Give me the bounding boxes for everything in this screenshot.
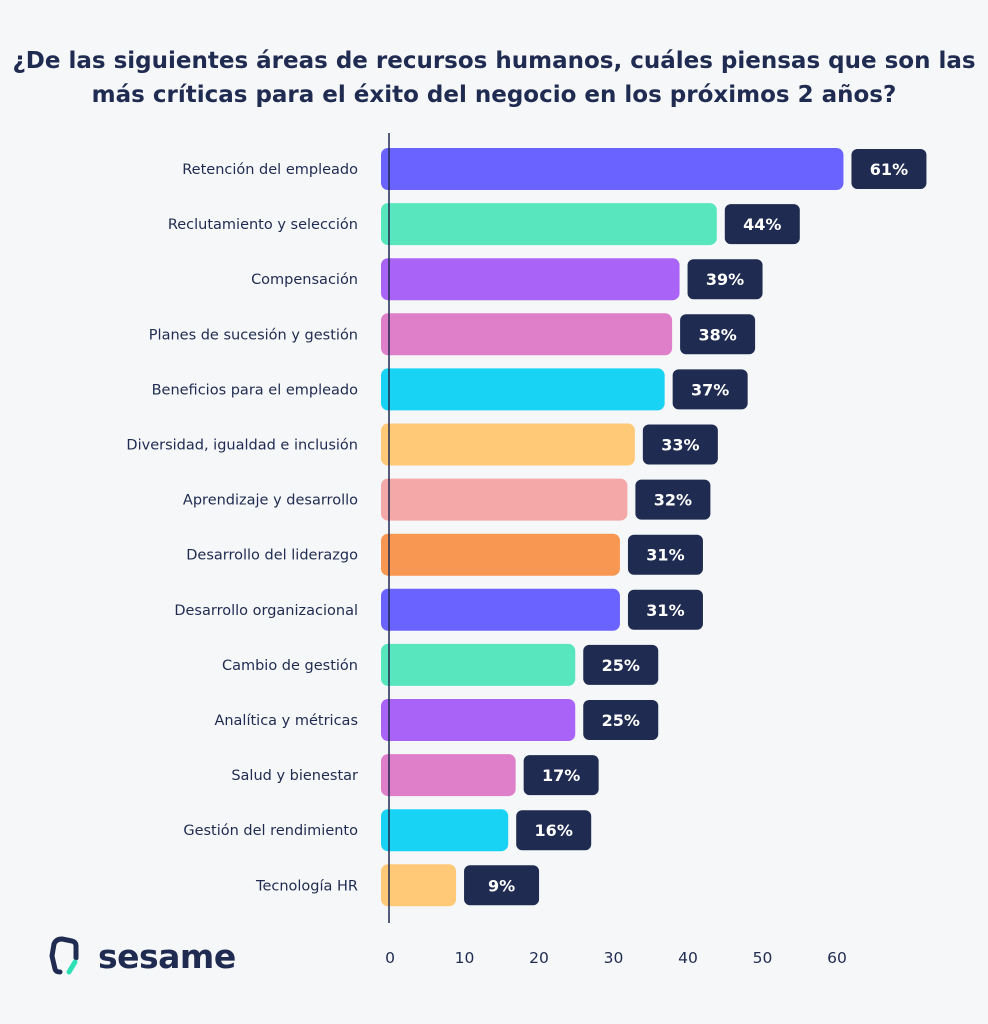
data-label-box: [680, 314, 756, 355]
category-label: Tecnología HR: [255, 878, 358, 894]
data-label: 31%: [646, 601, 684, 620]
data-label-box: [627, 534, 703, 575]
bar: [381, 533, 620, 576]
data-label-box: [583, 644, 659, 685]
category-label: Beneficios para el empleado: [152, 382, 359, 398]
chart-title: ¿De las siguientes áreas de recursos hum…: [12, 48, 976, 108]
data-label-box: [672, 369, 748, 410]
data-label-box: [724, 204, 800, 245]
data-label-box: [583, 700, 659, 740]
data-label-box: [627, 589, 703, 630]
category-label: Analítica y métricas: [214, 713, 358, 729]
category-label: Salud y bienestar: [231, 768, 358, 784]
data-label-box: [523, 755, 599, 796]
x-tick-label: 10: [455, 949, 475, 967]
bar: [381, 643, 576, 686]
data-label: 61%: [870, 160, 908, 179]
sesame-logo-icon: [49, 936, 79, 975]
category-label: Gestión del rendimiento: [183, 823, 358, 839]
sesame-logo: sesame: [48, 936, 236, 976]
category-label: Compensación: [251, 272, 358, 288]
data-label: 17%: [542, 766, 580, 785]
x-tick-label: 30: [604, 949, 624, 967]
data-label: 16%: [535, 821, 573, 840]
bar: [381, 423, 635, 466]
data-label-box: [464, 865, 540, 906]
x-tick-label: 0: [385, 949, 395, 967]
category-label: Reclutamiento y selección: [168, 217, 358, 233]
bar: [381, 809, 509, 852]
data-label: 25%: [602, 656, 640, 675]
data-label-box: [635, 479, 711, 520]
data-label: 9%: [488, 876, 515, 895]
x-tick-label: 50: [753, 949, 773, 967]
x-tick-label: 60: [827, 949, 847, 967]
data-label: 38%: [698, 325, 736, 344]
bar: [381, 754, 516, 797]
data-label: 25%: [602, 711, 640, 730]
category-label: Aprendizaje y desarrollo: [183, 493, 358, 509]
category-label: Diversidad, igualdad e inclusión: [126, 438, 358, 454]
data-label-box: [516, 810, 592, 851]
data-label: 39%: [706, 270, 744, 289]
category-label: Cambio de gestión: [222, 658, 358, 674]
x-tick-label: 20: [529, 949, 549, 967]
bar: [381, 864, 457, 907]
data-label-box: [851, 149, 927, 189]
x-tick-label: 40: [678, 949, 698, 967]
data-label-box: [642, 424, 718, 465]
category-label: Desarrollo organizacional: [174, 603, 358, 619]
bar: [381, 203, 717, 246]
category-label: Retención del empleado: [182, 162, 358, 178]
data-label-box: [687, 259, 763, 300]
category-label: Planes de sucesión y gestión: [149, 327, 358, 343]
data-label: 32%: [654, 491, 692, 510]
bar: [381, 478, 628, 521]
bar: [381, 313, 673, 356]
data-label: 37%: [691, 380, 729, 399]
bar: [381, 258, 680, 301]
data-label: 44%: [743, 215, 781, 234]
logo-text: sesame: [98, 936, 236, 976]
data-label: 33%: [661, 436, 699, 455]
data-label: 31%: [646, 546, 684, 565]
bar: [381, 699, 576, 741]
category-label: Desarrollo del liderazgo: [186, 548, 358, 564]
bar: [381, 588, 620, 631]
bar: [381, 148, 844, 190]
bar: [381, 368, 665, 411]
